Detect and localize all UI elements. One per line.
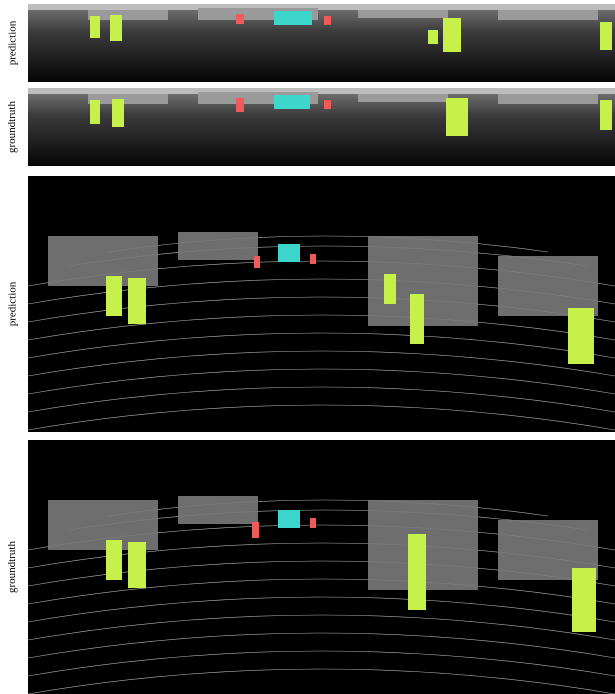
car-points — [278, 510, 300, 528]
car-segment — [274, 95, 310, 109]
point-cloud-groundtruth-panel — [28, 440, 615, 694]
point-cloud-groundtruth — [28, 440, 615, 694]
row-label-cloud-groundtruth: groundtruth — [0, 440, 24, 694]
range-image-prediction-panel — [28, 4, 615, 82]
range-image-groundtruth-panel — [28, 88, 615, 166]
row-label-cloud-prediction: prediction — [0, 176, 24, 432]
row-label-range-prediction: prediction — [0, 4, 24, 82]
pedestrian-segments — [90, 15, 612, 52]
row-label-text: groundtruth — [6, 101, 19, 153]
car-segment — [274, 11, 312, 25]
pedestrian-points — [106, 534, 596, 632]
cyclist-segments — [236, 98, 331, 112]
row-label-text: prediction — [6, 281, 19, 327]
row-label-text: groundtruth — [6, 541, 19, 593]
pedestrian-segments — [90, 98, 612, 136]
range-image-prediction — [28, 4, 615, 82]
cyclist-points — [252, 518, 316, 538]
pedestrian-points — [106, 274, 594, 364]
point-cloud-prediction — [28, 176, 615, 432]
range-image-groundtruth — [28, 88, 615, 166]
cyclist-segments — [236, 14, 331, 25]
row-label-range-groundtruth: groundtruth — [0, 88, 24, 166]
row-label-text: prediction — [6, 20, 19, 66]
car-points — [278, 244, 300, 262]
point-cloud-prediction-panel — [28, 176, 615, 432]
cyclist-points — [254, 254, 316, 268]
